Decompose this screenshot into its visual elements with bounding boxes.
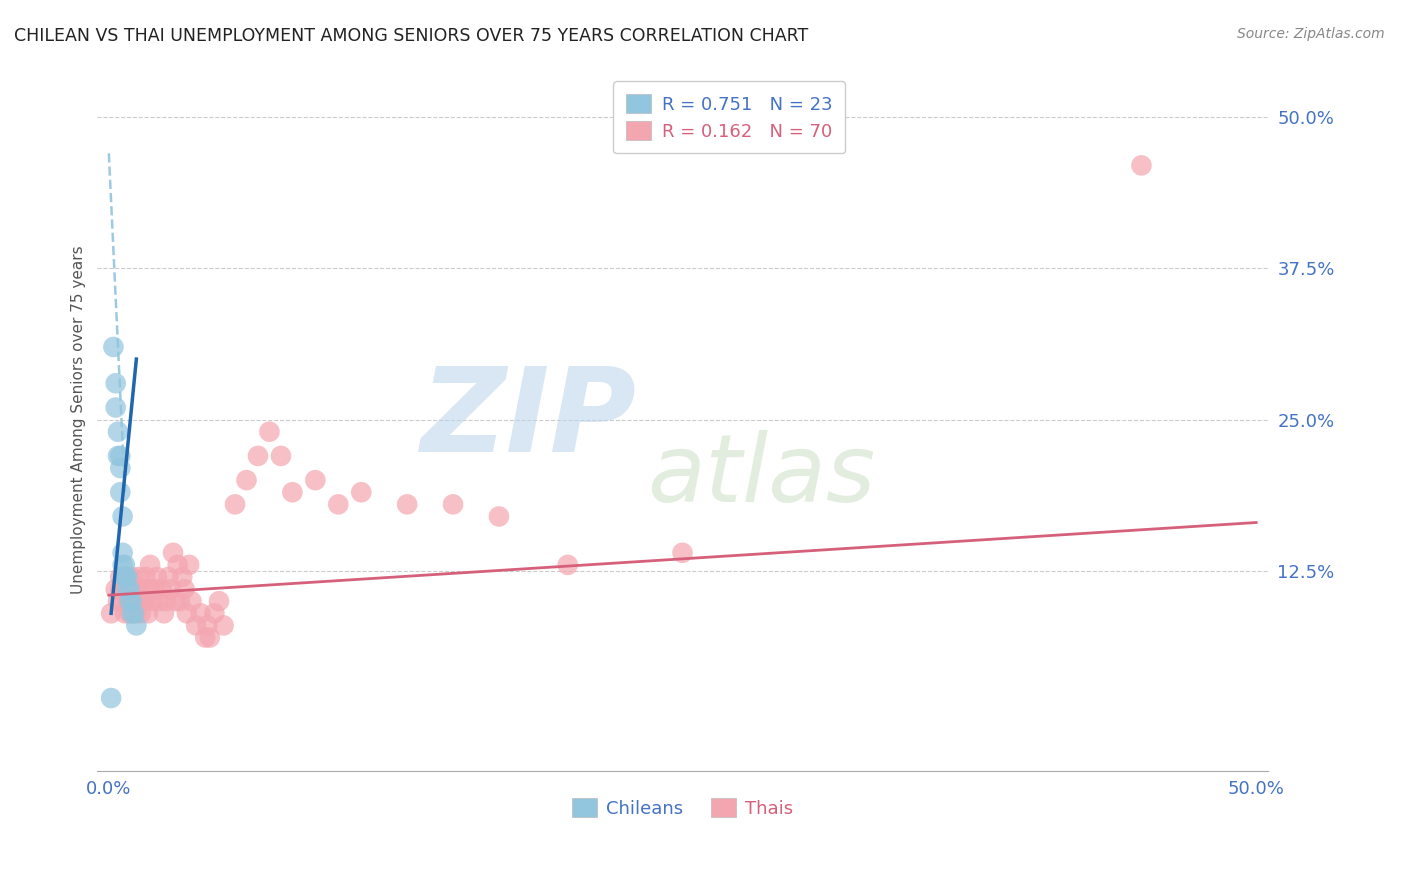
Point: [107, 449, 129, 463]
Point: [224, 497, 246, 511]
Point: [118, 582, 141, 596]
Point: [128, 570, 150, 584]
Point: [139, 582, 162, 596]
Point: [246, 449, 269, 463]
Point: [441, 497, 464, 511]
Point: [110, 461, 132, 475]
Point: [162, 546, 184, 560]
Point: [114, 570, 136, 584]
Point: [197, 618, 219, 632]
Point: [118, 607, 141, 621]
Point: [110, 485, 132, 500]
Point: [176, 607, 198, 621]
Point: [122, 594, 145, 608]
Point: [115, 582, 138, 596]
Point: [235, 473, 257, 487]
Point: [190, 607, 212, 621]
Point: [122, 582, 145, 596]
Point: [135, 594, 157, 608]
Point: [350, 485, 373, 500]
Point: [328, 497, 350, 511]
Point: [143, 582, 166, 596]
Point: [259, 425, 281, 439]
Point: [121, 594, 143, 608]
Point: [159, 582, 181, 596]
Point: [107, 425, 129, 439]
Point: [128, 582, 150, 596]
Legend: Chileans, Thais: Chileans, Thais: [565, 790, 800, 825]
Point: [202, 607, 225, 621]
Point: [114, 558, 136, 572]
Point: [557, 558, 579, 572]
Point: [208, 594, 231, 608]
Point: [488, 509, 510, 524]
Point: [157, 570, 180, 584]
Point: [180, 594, 202, 608]
Point: [165, 594, 187, 608]
Point: [169, 594, 191, 608]
Point: [125, 607, 148, 621]
Point: [132, 594, 155, 608]
Point: [172, 570, 194, 584]
Point: [115, 570, 138, 584]
Point: [121, 570, 143, 584]
Point: [212, 618, 235, 632]
Point: [110, 582, 132, 596]
Point: [122, 607, 145, 621]
Point: [104, 376, 127, 391]
Point: [129, 607, 152, 621]
Point: [194, 631, 217, 645]
Point: [115, 570, 138, 584]
Point: [111, 558, 134, 572]
Point: [111, 509, 134, 524]
Point: [115, 594, 138, 608]
Text: ZIP: ZIP: [420, 362, 636, 477]
Point: [121, 594, 143, 608]
Point: [118, 594, 141, 608]
Point: [173, 582, 195, 596]
Point: [132, 582, 155, 596]
Point: [111, 546, 134, 560]
Point: [104, 401, 127, 415]
Point: [110, 570, 132, 584]
Point: [304, 473, 326, 487]
Point: [184, 618, 207, 632]
Point: [141, 594, 163, 608]
Point: [396, 497, 419, 511]
Y-axis label: Unemployment Among Seniors over 75 years: Unemployment Among Seniors over 75 years: [72, 245, 86, 594]
Point: [155, 594, 177, 608]
Point: [107, 594, 129, 608]
Point: [150, 582, 173, 596]
Point: [110, 449, 132, 463]
Point: [125, 594, 148, 608]
Point: [100, 691, 122, 706]
Point: [136, 607, 159, 621]
Point: [114, 607, 136, 621]
Point: [671, 546, 693, 560]
Point: [100, 607, 122, 621]
Point: [148, 594, 170, 608]
Point: [153, 607, 176, 621]
Point: [104, 582, 127, 596]
Point: [146, 570, 169, 584]
Point: [129, 594, 152, 608]
Point: [121, 607, 143, 621]
Point: [114, 570, 136, 584]
Point: [281, 485, 304, 500]
Text: atlas: atlas: [647, 430, 876, 521]
Point: [118, 582, 141, 596]
Text: CHILEAN VS THAI UNEMPLOYMENT AMONG SENIORS OVER 75 YEARS CORRELATION CHART: CHILEAN VS THAI UNEMPLOYMENT AMONG SENIO…: [14, 27, 808, 45]
Point: [270, 449, 292, 463]
Point: [114, 582, 136, 596]
Point: [166, 558, 188, 572]
Point: [139, 558, 162, 572]
Text: Source: ZipAtlas.com: Source: ZipAtlas.com: [1237, 27, 1385, 41]
Point: [198, 631, 221, 645]
Point: [135, 570, 157, 584]
Point: [125, 618, 148, 632]
Point: [103, 340, 125, 354]
Point: [111, 594, 134, 608]
Point: [1130, 158, 1153, 172]
Point: [179, 558, 201, 572]
